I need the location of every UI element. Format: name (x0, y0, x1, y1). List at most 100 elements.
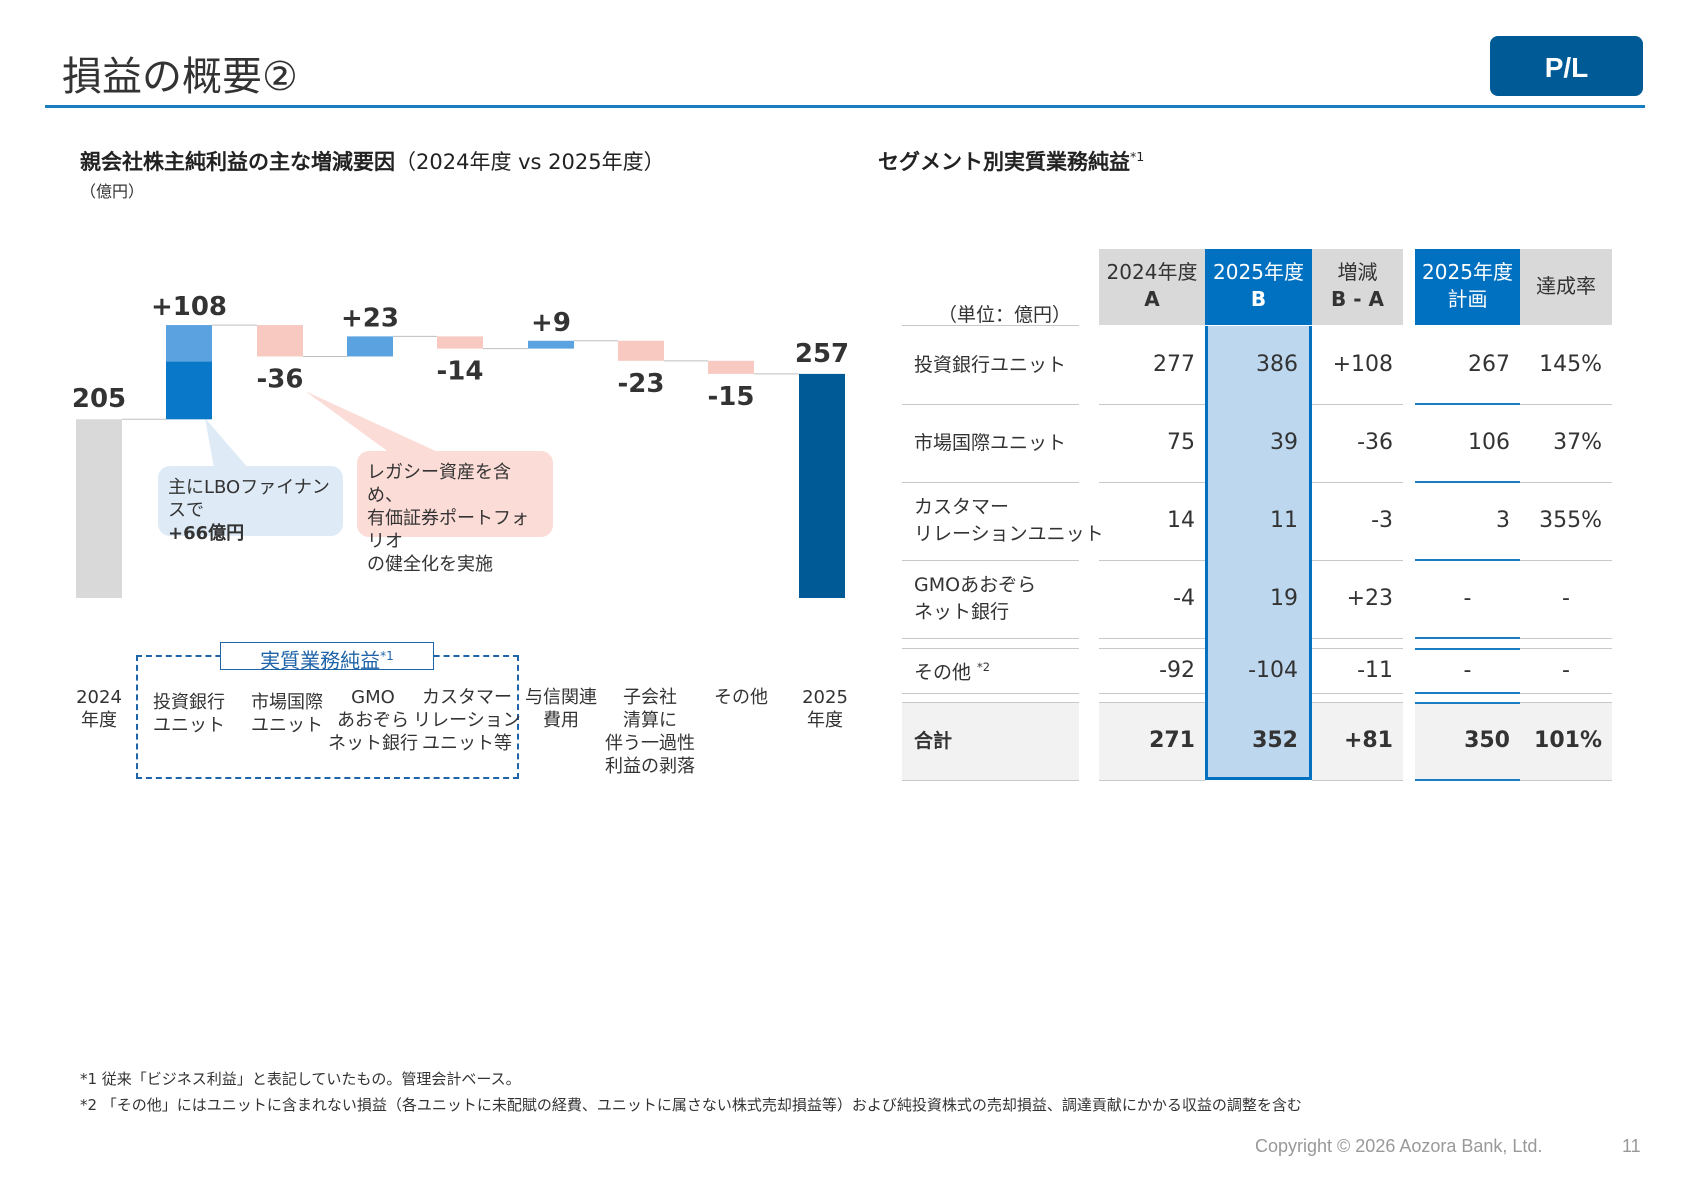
table-plan-rule (1415, 481, 1520, 483)
table-row-label-line1: 投資銀行ユニット (914, 353, 1067, 376)
table-row-rule (1312, 693, 1403, 694)
table-row-rule (1099, 638, 1205, 639)
waterfall-category-line: 投資銀行 (153, 692, 225, 713)
table-row-rule (1099, 404, 1205, 405)
waterfall-value-label-6: -23 (618, 369, 665, 399)
table-row-rule (902, 693, 1079, 694)
copyright: Copyright © 2026 Aozora Bank, Ltd. (1255, 1136, 1543, 1156)
total-row-bg (1099, 702, 1205, 780)
table-cell-4-1: -104 (1248, 658, 1298, 683)
table-unit-label: （単位：億円） (938, 304, 1072, 326)
waterfall-category-line: 年度 (807, 710, 843, 731)
table-cell-1-4: 37% (1553, 430, 1602, 455)
waterfall-category-8: 2025 年度 (765, 686, 885, 732)
waterfall-bar-7 (708, 360, 754, 374)
table-row-rule (1312, 482, 1403, 483)
waterfall-category-line: 市場国際 (251, 692, 323, 713)
table-cell-1-2: -36 (1357, 430, 1393, 455)
table-cell-5-1: 352 (1252, 728, 1298, 753)
table-group-rule (1312, 648, 1403, 649)
table-cell-2-4: 355% (1539, 508, 1602, 533)
table-row-rule (1520, 560, 1612, 561)
pl-badge: P/L (1490, 36, 1643, 96)
table-row-rule (1099, 693, 1205, 694)
table-row-label-4: その他 *2 (902, 648, 1079, 693)
table-row-rule (1312, 638, 1403, 639)
table-row-rule (1520, 404, 1612, 405)
table-cell-3-1: 19 (1270, 586, 1298, 611)
waterfall-unit-label: （億円） (80, 182, 145, 201)
page-title: 損益の概要② (62, 54, 298, 100)
table-plan-rule (1415, 637, 1520, 639)
waterfall-category-2: 市場国際 ユニット (227, 691, 347, 737)
table-cell-3-2: +23 (1346, 586, 1393, 611)
table-row-rule (1312, 404, 1403, 405)
table-cell-0-2: +108 (1332, 352, 1393, 377)
waterfall-category-line: その他 (714, 687, 768, 708)
table-header-line2: A (1144, 287, 1160, 311)
waterfall-value-label-3: +23 (341, 303, 399, 333)
table-cell-4-0: -92 (1159, 658, 1195, 683)
waterfall-value-label-8: 257 (795, 339, 849, 369)
operating-profit-label: 実質業務純益*1 (220, 642, 434, 673)
waterfall-bar-0 (76, 419, 122, 598)
segment-table-footnote-mark: *1 (1130, 149, 1145, 164)
table-plan-rule (1415, 692, 1520, 694)
table-header-line1: 達成率 (1536, 274, 1596, 298)
waterfall-value-label-0: 205 (72, 384, 126, 414)
waterfall-category-line: 伴う一過性 (605, 733, 695, 754)
table-row-rule (1099, 560, 1205, 561)
waterfall-bar-5 (528, 340, 574, 349)
table-row-label-5: 合計 (902, 702, 1079, 780)
waterfall-category-line: 2025 (802, 687, 848, 708)
table-row-label-line1: その他 *2 (914, 660, 990, 684)
total-row-bg (1520, 702, 1612, 780)
waterfall-category-line: カスタマー (422, 687, 512, 708)
table-cell-1-3: 106 (1468, 430, 1510, 455)
table-header-3: 2025年度 計画 (1415, 249, 1520, 325)
waterfall-chart: 205 +108 -36 +23 -14 +9 -23 -15 257 (72, 292, 849, 598)
waterfall-value-label-7: -15 (708, 382, 755, 412)
table-cell-2-0: 14 (1167, 508, 1195, 533)
table-row-rule (1520, 780, 1612, 781)
table-row-label-1: 市場国際ユニット (902, 404, 1079, 482)
footnote-2: *2 「その他」にはユニットに含まれない損益（各ユニットに未配賦の経費、ユニット… (80, 1096, 1302, 1114)
table-row-rule (902, 482, 1079, 483)
table-group-rule (1520, 648, 1612, 649)
table-header-1: 2025年度 B (1205, 249, 1312, 325)
table-row-label-line1: カスタマー (914, 496, 1010, 518)
table-row-footnote-mark: *2 (977, 660, 990, 675)
table-row-rule (902, 638, 1079, 639)
waterfall-category-1: 投資銀行 ユニット (129, 691, 249, 737)
callout-legacy-line3: の健全化を実施 (367, 554, 493, 575)
waterfall-category-line: リレーション (413, 710, 521, 731)
total-row-bg (1312, 702, 1403, 780)
page-number: 11 (1622, 1136, 1641, 1156)
table-header-0: 2024年度 A (1099, 249, 1205, 325)
callout-legacy-pointer (305, 391, 440, 453)
callout-legacy-assets: レガシー資産を含め、 有価証券ポートフォリオ の健全化を実施 (357, 451, 553, 575)
table-group-rule (1520, 702, 1612, 703)
table-row-label-3: GMOあおぞら ネット銀行 (902, 560, 1079, 638)
table-cell-2-3: 3 (1496, 508, 1510, 533)
waterfall-value-label-5: +9 (531, 308, 571, 338)
table-group-rule (902, 702, 1079, 703)
table-cell-0-1: 386 (1256, 352, 1298, 377)
table-group-rule (1312, 702, 1403, 703)
waterfall-title: 親会社株主純利益の主な増減要因（2024年度 vs 2025年度） (80, 146, 665, 176)
waterfall-category-line: 費用 (543, 710, 579, 731)
table-header-line1: 2025年度 (1213, 260, 1304, 284)
table-plan-rule (1415, 779, 1520, 781)
waterfall-category-line: 子会社 (623, 687, 677, 708)
operating-profit-label-text: 実質業務純益 (260, 648, 381, 673)
waterfall-category-3: GMO あおぞら ネット銀行 (313, 686, 433, 755)
table-header-line2: B (1250, 287, 1267, 311)
table-row-rule (1099, 780, 1205, 781)
waterfall-category-line: あおぞら (337, 710, 409, 731)
waterfall-category-line: 与信関連 (525, 687, 597, 708)
waterfall-category-5: 与信関連 費用 (501, 686, 621, 732)
table-header-4: 達成率 (1520, 249, 1612, 325)
table-cell-2-1: 11 (1270, 508, 1298, 533)
table-cell-0-3: 267 (1468, 352, 1510, 377)
table-row-rule (902, 560, 1079, 561)
